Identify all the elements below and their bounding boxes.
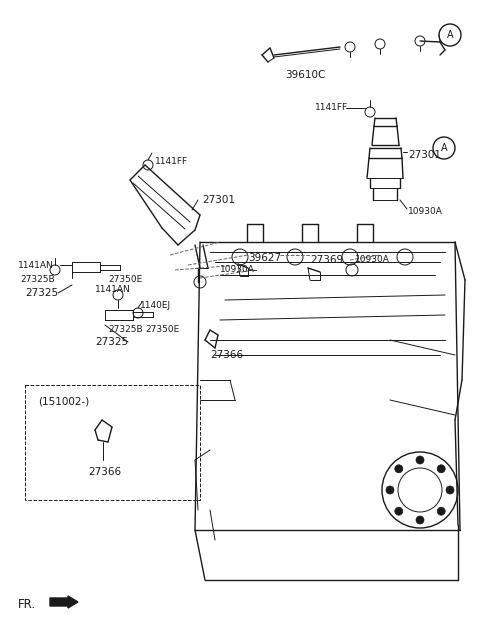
Circle shape (416, 456, 424, 464)
Circle shape (437, 465, 445, 473)
Text: 27325B: 27325B (108, 325, 143, 334)
Text: 1141FF: 1141FF (155, 158, 188, 166)
Text: 27350E: 27350E (145, 325, 179, 334)
Text: (151002-): (151002-) (38, 397, 89, 407)
Text: 27301: 27301 (408, 150, 441, 160)
Text: 10930A: 10930A (220, 265, 255, 275)
Text: 27350E: 27350E (108, 275, 142, 284)
Text: 1141AN: 1141AN (18, 261, 54, 270)
Text: 10930A: 10930A (355, 256, 390, 265)
Circle shape (395, 465, 403, 473)
Text: 39610C: 39610C (285, 70, 325, 80)
Text: A: A (447, 30, 453, 40)
Text: 27369: 27369 (310, 255, 343, 265)
Text: 27325: 27325 (25, 288, 58, 298)
Text: 39627: 39627 (248, 253, 281, 263)
Circle shape (437, 507, 445, 515)
Circle shape (446, 486, 454, 494)
Text: 27301: 27301 (202, 195, 235, 205)
Bar (25, 385, 200, 500)
Text: A: A (441, 143, 447, 153)
Text: 27366: 27366 (210, 350, 243, 360)
Circle shape (386, 486, 394, 494)
Text: 1140EJ: 1140EJ (140, 301, 171, 310)
Text: 27325: 27325 (95, 337, 128, 347)
Text: 10930A: 10930A (408, 208, 443, 216)
Text: 27325B: 27325B (20, 275, 55, 284)
Text: 1141FF: 1141FF (315, 104, 348, 113)
Text: 27366: 27366 (88, 467, 121, 477)
Circle shape (395, 507, 403, 515)
Text: 1141AN: 1141AN (95, 285, 131, 294)
Circle shape (416, 516, 424, 524)
Text: FR.: FR. (18, 598, 36, 611)
FancyArrow shape (50, 596, 78, 608)
